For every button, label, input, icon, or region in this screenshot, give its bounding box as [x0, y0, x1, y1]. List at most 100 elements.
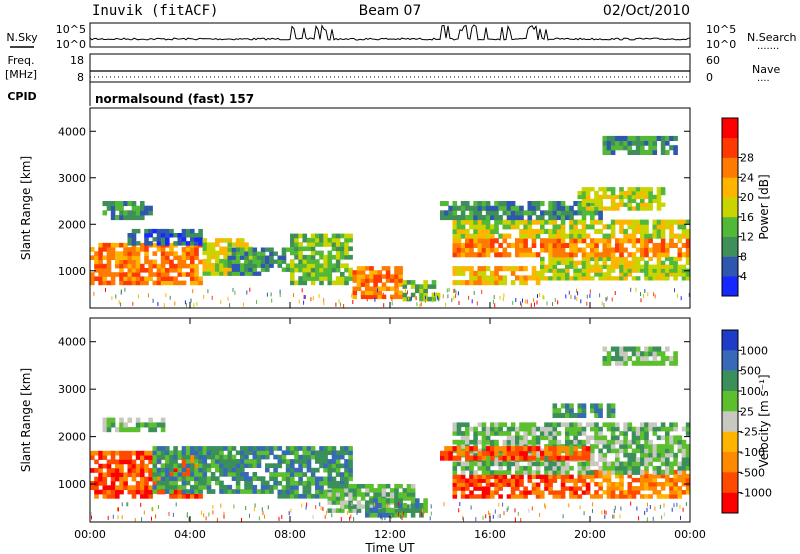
power-cell — [519, 205, 524, 211]
power-cell — [106, 251, 112, 256]
power-cell — [648, 187, 653, 192]
velocity-cell — [556, 455, 562, 461]
velocity-cell — [235, 459, 241, 464]
power-cell — [590, 201, 595, 207]
velocity-cell — [652, 444, 658, 449]
power-cell — [144, 210, 149, 216]
power-cell — [249, 287, 251, 292]
velocity-cell — [402, 507, 408, 513]
velocity-cell — [594, 469, 599, 475]
velocity-cell — [340, 446, 345, 451]
velocity-cell — [523, 465, 528, 471]
power-cell — [606, 238, 612, 244]
velocity-cell — [273, 463, 278, 468]
power-cell — [448, 205, 453, 211]
power-cell — [165, 228, 170, 234]
power-cell — [602, 190, 608, 196]
velocity-cell — [665, 426, 670, 432]
date-title: 02/Oct/2010 — [603, 3, 690, 19]
power-cell — [569, 224, 574, 230]
power-cell — [473, 233, 478, 239]
power-cell — [577, 247, 583, 253]
velocity-cell — [340, 517, 342, 522]
velocity-cell — [148, 468, 153, 473]
power-cell — [656, 224, 662, 230]
velocity-cell — [127, 427, 133, 433]
velocity-cell — [677, 444, 683, 449]
power-cell — [302, 237, 308, 243]
velocity-cell — [181, 459, 187, 465]
power-cell — [644, 187, 649, 192]
power-cell — [252, 271, 258, 276]
velocity-cell — [340, 484, 345, 489]
power-cell — [631, 206, 637, 211]
velocity-cell — [499, 514, 501, 518]
velocity-cell — [119, 468, 124, 473]
power-cell — [135, 241, 141, 246]
power-cell — [681, 252, 687, 258]
velocity-cell — [203, 513, 205, 518]
power-colorbar-swatch — [722, 118, 738, 139]
power-cell — [515, 224, 520, 230]
velocity-cell — [498, 482, 503, 487]
power-cell — [215, 238, 220, 243]
power-cell — [285, 263, 291, 268]
power-cell — [231, 251, 237, 256]
power-cell — [627, 238, 633, 244]
velocity-cell — [481, 444, 487, 449]
velocity-cell — [660, 494, 666, 499]
power-cell — [373, 294, 378, 300]
velocity-cell — [560, 412, 566, 418]
velocity-cell — [481, 486, 487, 491]
velocity-cell — [606, 461, 612, 467]
velocity-cell — [394, 512, 399, 518]
velocity-cell — [685, 431, 691, 436]
power-cell — [503, 293, 505, 298]
velocity-cell — [331, 467, 337, 473]
power-cell — [473, 238, 478, 244]
velocity-cell — [194, 450, 199, 456]
power-cell — [515, 252, 520, 258]
velocity-cell — [590, 448, 595, 454]
velocity-cell — [581, 446, 587, 452]
power-cell — [556, 242, 562, 248]
power-cell — [377, 286, 383, 291]
power-cell — [424, 295, 426, 300]
power-cell — [552, 215, 558, 221]
velocity-cell — [131, 468, 137, 473]
velocity-cell — [569, 452, 574, 458]
velocity-cell — [606, 477, 612, 483]
power-cell — [485, 280, 491, 286]
power-cell — [306, 267, 312, 273]
power-cell — [477, 280, 483, 286]
velocity-cell — [640, 494, 645, 499]
power-cell — [573, 264, 578, 269]
power-cell — [231, 267, 237, 272]
power-cell — [215, 250, 220, 256]
power-cell — [573, 272, 578, 277]
velocity-colorbar-swatch — [722, 492, 738, 514]
velocity-cell — [306, 459, 312, 464]
power-cell — [585, 198, 591, 203]
velocity-cell — [577, 431, 583, 436]
power-cell — [369, 266, 374, 271]
velocity-cell — [148, 422, 153, 428]
velocity-cell — [377, 503, 383, 509]
power-cell — [315, 267, 320, 273]
power-cell — [515, 247, 520, 253]
velocity-cell — [644, 469, 649, 475]
power-cell — [115, 201, 120, 207]
velocity-cell — [581, 439, 587, 445]
velocity-cell — [219, 489, 224, 494]
velocity-cell — [620, 506, 622, 511]
velocity-cell — [377, 492, 383, 497]
velocity-cell — [398, 503, 403, 509]
velocity-cell — [519, 422, 524, 428]
power-cell — [315, 259, 320, 264]
power-cell — [231, 242, 237, 247]
velocity-cell — [615, 486, 620, 491]
velocity-cell — [552, 403, 558, 409]
power-cell — [502, 275, 508, 281]
power-cell — [394, 266, 399, 271]
velocity-cell — [644, 356, 649, 362]
